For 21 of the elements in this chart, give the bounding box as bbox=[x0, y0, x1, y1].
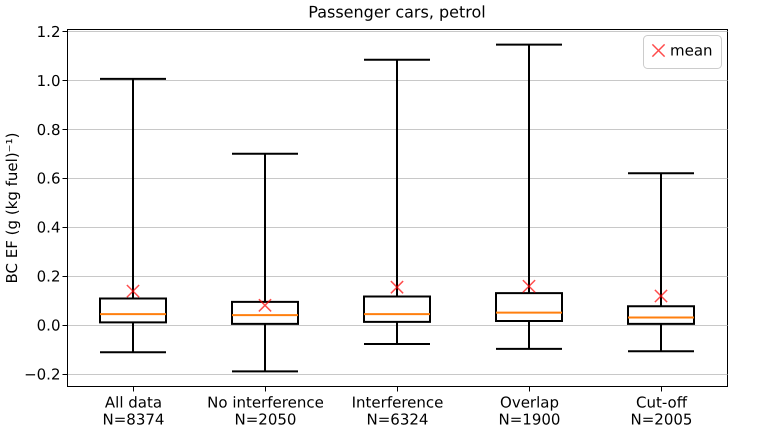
y-tick-label: 1.2 bbox=[36, 22, 60, 41]
y-tick-label: 0.2 bbox=[36, 267, 60, 286]
x-tick-label: Cut-off N=2005 bbox=[630, 394, 692, 428]
y-tick-label: 0.0 bbox=[36, 316, 60, 334]
point bbox=[390, 280, 404, 294]
point bbox=[654, 289, 668, 303]
chart-title: Passenger cars, petrol bbox=[308, 2, 486, 22]
legend-label: mean bbox=[670, 42, 713, 60]
y-tick-label: −0.2 bbox=[24, 365, 60, 384]
y-axis-title: BC EF (g (kg fuel)⁻¹) bbox=[3, 132, 22, 284]
y-tick-label: 0.8 bbox=[36, 120, 60, 139]
point bbox=[126, 284, 140, 298]
point bbox=[258, 298, 272, 312]
point bbox=[522, 279, 536, 294]
x-tick-label: All data N=8374 bbox=[102, 394, 164, 428]
x-tick-label: No interference N=2050 bbox=[207, 394, 324, 428]
y-tick-label: 0.6 bbox=[36, 170, 60, 188]
y-tick-label: 0.4 bbox=[36, 218, 60, 237]
x-tick-label: Overlap N=1900 bbox=[498, 394, 560, 428]
y-tick-label: 1.0 bbox=[36, 72, 60, 90]
x-tick-label: Interference N=6324 bbox=[352, 394, 444, 428]
